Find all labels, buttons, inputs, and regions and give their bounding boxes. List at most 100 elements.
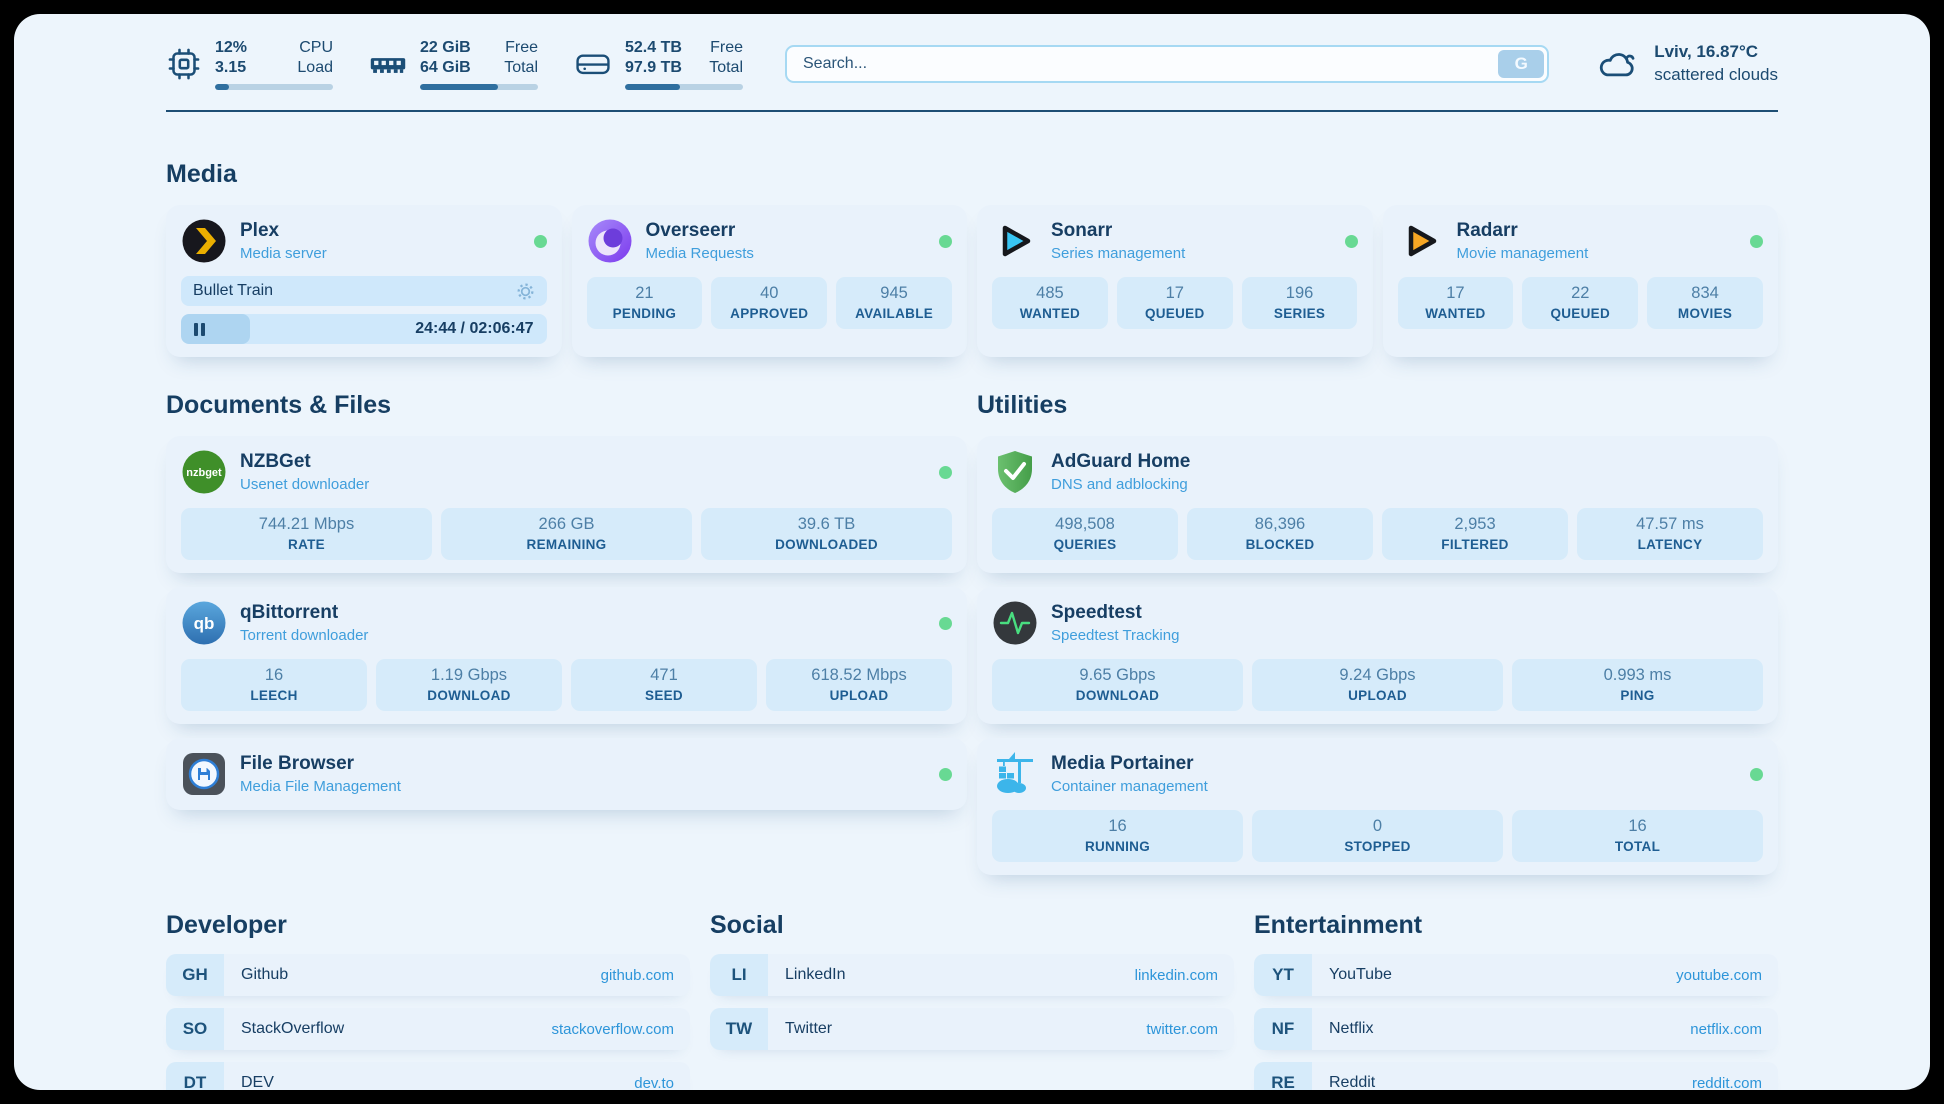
memory-free: 22 GiB	[420, 39, 471, 56]
stat-label: RUNNING	[1084, 839, 1151, 854]
app-card-speedtest[interactable]: Speedtest Speedtest Tracking 9.65 Gbps D…	[977, 587, 1778, 724]
stat-box: 0.993 ms PING	[1512, 659, 1763, 711]
utilities-column: Utilities	[977, 357, 1778, 875]
online-status-dot	[939, 767, 952, 781]
section-title-documents: Documents & Files	[166, 391, 392, 419]
online-status-dot	[939, 234, 952, 248]
bookmark-stackoverflow[interactable]: SO StackOverflow stackoverflow.com	[166, 1008, 690, 1050]
bookmark-dev[interactable]: DT DEV dev.to	[166, 1062, 690, 1090]
online-status-dot	[939, 465, 952, 479]
bookmark-url: linkedin.com	[1134, 966, 1218, 984]
stat-box: 744.21 Mbps RATE	[181, 508, 432, 560]
app-title: Radarr	[1456, 220, 1518, 241]
app-card-plex[interactable]: Plex Media server Bullet Train 24:44 / 0…	[166, 205, 562, 357]
bookmark-netflix[interactable]: NF Netflix netflix.com	[1254, 1008, 1778, 1050]
bookmark-twitter[interactable]: TW Twitter twitter.com	[710, 1008, 1234, 1050]
now-playing-title: Bullet Train	[193, 282, 274, 299]
playback-time: 24:44 / 02:06:47	[415, 320, 534, 337]
stat-value: 744.21 Mbps	[258, 515, 355, 533]
portainer-logo-icon	[992, 751, 1038, 797]
bookmark-abbr: GH	[166, 954, 224, 996]
stat-value: 196	[1285, 284, 1314, 302]
stat-box: 471 SEED	[571, 659, 757, 711]
dashboard-page: 12% 3.15 CPU Load	[14, 14, 1930, 1090]
app-card-radarr[interactable]: Radarr Movie management 17 WANTED 22 QUE…	[1382, 205, 1778, 357]
section-title-social: Social	[710, 911, 784, 939]
stat-value: 16	[1628, 817, 1647, 835]
stat-value: 47.57 ms	[1636, 515, 1704, 533]
stat-box: 618.52 Mbps UPLOAD	[766, 659, 952, 711]
bookmark-github[interactable]: GH Github github.com	[166, 954, 690, 996]
stat-value: 86,396	[1254, 515, 1306, 533]
stat-box: 47.57 ms LATENCY	[1577, 508, 1763, 560]
bookmark-group-developer: Developer GH Github github.com SO StackO…	[166, 875, 690, 1090]
stat-label: QUEUED	[1550, 306, 1611, 321]
stat-box: 1.19 Gbps DOWNLOAD	[376, 659, 562, 711]
stat-label: PING	[1620, 688, 1655, 703]
app-card-nzbget[interactable]: nzbget NZBGet Usenet downloader 744.21 M…	[166, 436, 967, 573]
stat-value: 17	[1446, 284, 1465, 302]
bookmark-name: YouTube	[1329, 966, 1392, 983]
stat-label: DOWNLOAD	[427, 688, 511, 703]
playback-progress-bar: 24:44 / 02:06:47	[181, 314, 547, 344]
cpu-progress-track	[215, 84, 333, 90]
bookmark-abbr: YT	[1254, 954, 1312, 996]
bookmark-abbr: LI	[710, 954, 768, 996]
stat-box: 17 WANTED	[1397, 277, 1514, 329]
stat-value: 266 GB	[538, 515, 595, 533]
stat-value: 21	[635, 284, 654, 302]
stat-value: 471	[650, 666, 678, 684]
system-stat-storage: 52.4 TB 97.9 TB Free Total	[574, 38, 743, 90]
online-status-dot	[533, 234, 547, 248]
search-provider-button[interactable]: G	[1498, 50, 1545, 78]
stat-value: 0.993 ms	[1603, 666, 1672, 684]
stat-box: 39.6 TB DOWNLOADED	[701, 508, 952, 560]
memory-icon	[369, 48, 407, 80]
system-stat-cpu: 12% 3.15 CPU Load	[166, 38, 333, 90]
speedtest-logo-icon	[992, 600, 1038, 646]
now-playing-bar: Bullet Train	[181, 276, 547, 306]
bookmark-reddit[interactable]: RE Reddit reddit.com	[1254, 1062, 1778, 1090]
app-card-qbittorrent[interactable]: qb qBittorrent Torrent downloader 16 LEE…	[166, 587, 967, 724]
section-title-developer: Developer	[166, 911, 287, 939]
cpu-progress-fill	[215, 84, 230, 90]
memory-total: 64 GiB	[420, 59, 471, 76]
bookmark-name: Reddit	[1329, 1074, 1376, 1090]
stat-label: UPLOAD	[829, 688, 889, 703]
stat-label: REMAINING	[526, 537, 607, 552]
stat-box: 40 APPROVED	[711, 277, 828, 329]
app-title: File Browser	[240, 753, 355, 774]
app-card-portainer[interactable]: Media Portainer Container management 16 …	[977, 738, 1778, 875]
bookmark-linkedin[interactable]: LI LinkedIn linkedin.com	[710, 954, 1234, 996]
gear-icon[interactable]	[516, 282, 535, 301]
bookmark-youtube[interactable]: YT YouTube youtube.com	[1254, 954, 1778, 996]
stat-label: PENDING	[612, 306, 677, 321]
stat-label: UPLOAD	[1348, 688, 1407, 703]
app-card-adguard[interactable]: AdGuard Home DNS and adblocking 498,508 …	[977, 436, 1778, 573]
stat-label: SERIES	[1273, 306, 1326, 321]
stat-value: 1.19 Gbps	[430, 666, 508, 684]
app-subtitle: Series management	[1051, 245, 1186, 262]
memory-label-free: Free	[505, 39, 538, 56]
stat-box: 2,953 FILTERED	[1382, 508, 1568, 560]
stat-label: WANTED	[1425, 306, 1486, 321]
app-title: AdGuard Home	[1051, 451, 1191, 472]
app-card-sonarr[interactable]: Sonarr Series management 485 WANTED 17 Q…	[977, 205, 1373, 357]
search-input[interactable]	[785, 45, 1550, 83]
app-card-overseerr[interactable]: Overseerr Media Requests 21 PENDING 40 A…	[571, 205, 967, 357]
bookmark-name: Netflix	[1329, 1020, 1374, 1037]
online-status-dot	[1344, 234, 1358, 248]
plex-logo-icon	[181, 218, 227, 264]
app-subtitle: Container management	[1051, 778, 1208, 795]
storage-total: 97.9 TB	[625, 59, 682, 76]
bookmark-url: reddit.com	[1691, 1074, 1762, 1091]
stat-box: 945 AVAILABLE	[836, 277, 952, 329]
stat-box: 498,508 QUERIES	[992, 508, 1178, 560]
stat-box: 834 MOVIES	[1647, 277, 1763, 329]
online-status-dot	[1750, 767, 1763, 781]
bookmark-name: LinkedIn	[785, 966, 846, 983]
stat-label: LEECH	[250, 688, 298, 703]
app-card-filebrowser[interactable]: File Browser Media File Management	[166, 738, 967, 810]
bookmark-name: StackOverflow	[241, 1020, 345, 1037]
stat-label: STOPPED	[1344, 839, 1411, 854]
